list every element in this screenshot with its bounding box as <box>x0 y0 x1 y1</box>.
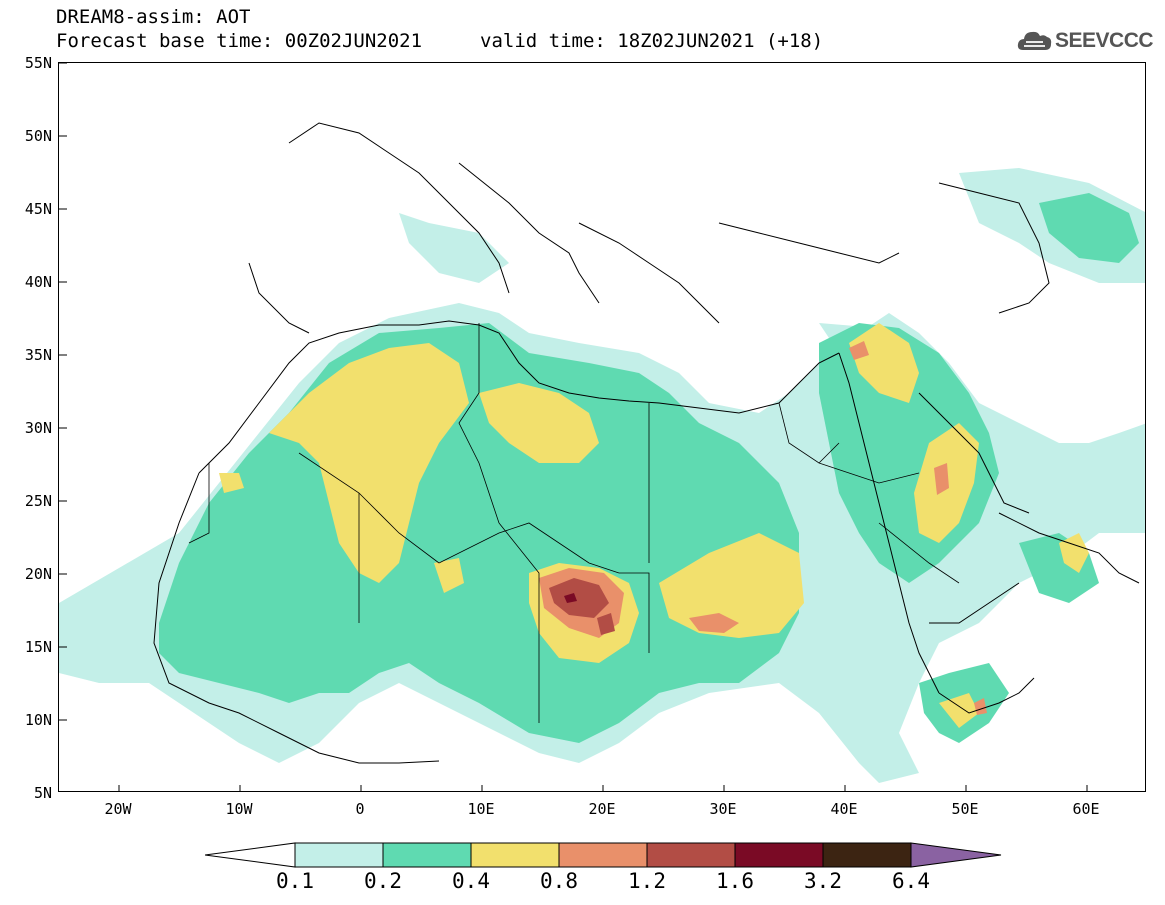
lon-label-10e: 10E <box>467 800 495 818</box>
aot-colorbar <box>205 842 1002 868</box>
lat-label-30n: 30N <box>24 419 52 437</box>
colorbar-0.1-0.2 <box>294 842 384 868</box>
colorbar-label-0.1: 0.1 <box>276 869 314 893</box>
colorbar-0.8-1.2 <box>558 842 648 868</box>
colorbar-0.4-0.8 <box>470 842 560 868</box>
lon-label-50e: 50E <box>951 800 979 818</box>
lat-label-35n: 35N <box>24 346 52 364</box>
lat-label-5n: 5N <box>33 784 52 802</box>
colorbar-label-3.2: 3.2 <box>804 869 842 893</box>
colorbar-label-6.4: 6.4 <box>892 869 930 893</box>
lat-label-10n: 10N <box>24 711 52 729</box>
logo-text: SEEVCCC <box>1055 29 1154 52</box>
forecast-base-time: Forecast base time: 00Z02JUN2021 <box>56 30 423 52</box>
lon-label-60e: 60E <box>1072 800 1100 818</box>
coastlines <box>153 122 1140 764</box>
colorbar-3.2-6.4 <box>822 842 912 868</box>
aot-band-1.2-1.6 <box>549 578 615 635</box>
cloud-icon <box>1017 31 1052 50</box>
colorbar-label-1.6: 1.6 <box>716 869 754 893</box>
lon-label-0: 0 <box>355 800 365 818</box>
colorbar-label-0.8: 0.8 <box>540 869 578 893</box>
lon-label-20w: 20W <box>104 800 132 818</box>
lat-label-40n: 40N <box>24 273 52 291</box>
lon-label-20e: 20E <box>588 800 616 818</box>
lon-label-30e: 30E <box>709 800 737 818</box>
lat-label-55n: 55N <box>24 54 52 72</box>
lon-label-10w: 10W <box>225 800 253 818</box>
lat-label-25n: 25N <box>24 492 52 510</box>
colorbar-label-0.2: 0.2 <box>364 869 402 893</box>
aot-band-1.6-3.2 <box>564 593 577 603</box>
lat-label-45n: 45N <box>24 200 52 218</box>
lat-label-20n: 20N <box>24 565 52 583</box>
graticule-ticks <box>59 63 1088 791</box>
colorbar-lt-0.1 <box>205 842 296 868</box>
colorbar-1.6-3.2 <box>734 842 824 868</box>
country-borders <box>188 323 960 723</box>
seevccc-logo: SEEVCCC <box>1017 24 1157 58</box>
map-title: DREAM8-assim: AOT <box>56 6 251 28</box>
lat-label-50n: 50N <box>24 127 52 145</box>
colorbar-1.2-1.6 <box>646 842 736 868</box>
colorbar-gt-6.4 <box>910 842 1002 868</box>
lon-label-40e: 40E <box>830 800 858 818</box>
colorbar-0.2-0.4 <box>382 842 472 868</box>
valid-time: valid time: 18Z02JUN2021 (+18) <box>480 30 824 52</box>
colorbar-label-1.2: 1.2 <box>628 869 666 893</box>
aot-map <box>58 62 1146 792</box>
colorbar-label-0.4: 0.4 <box>452 869 490 893</box>
lat-label-15n: 15N <box>24 638 52 656</box>
